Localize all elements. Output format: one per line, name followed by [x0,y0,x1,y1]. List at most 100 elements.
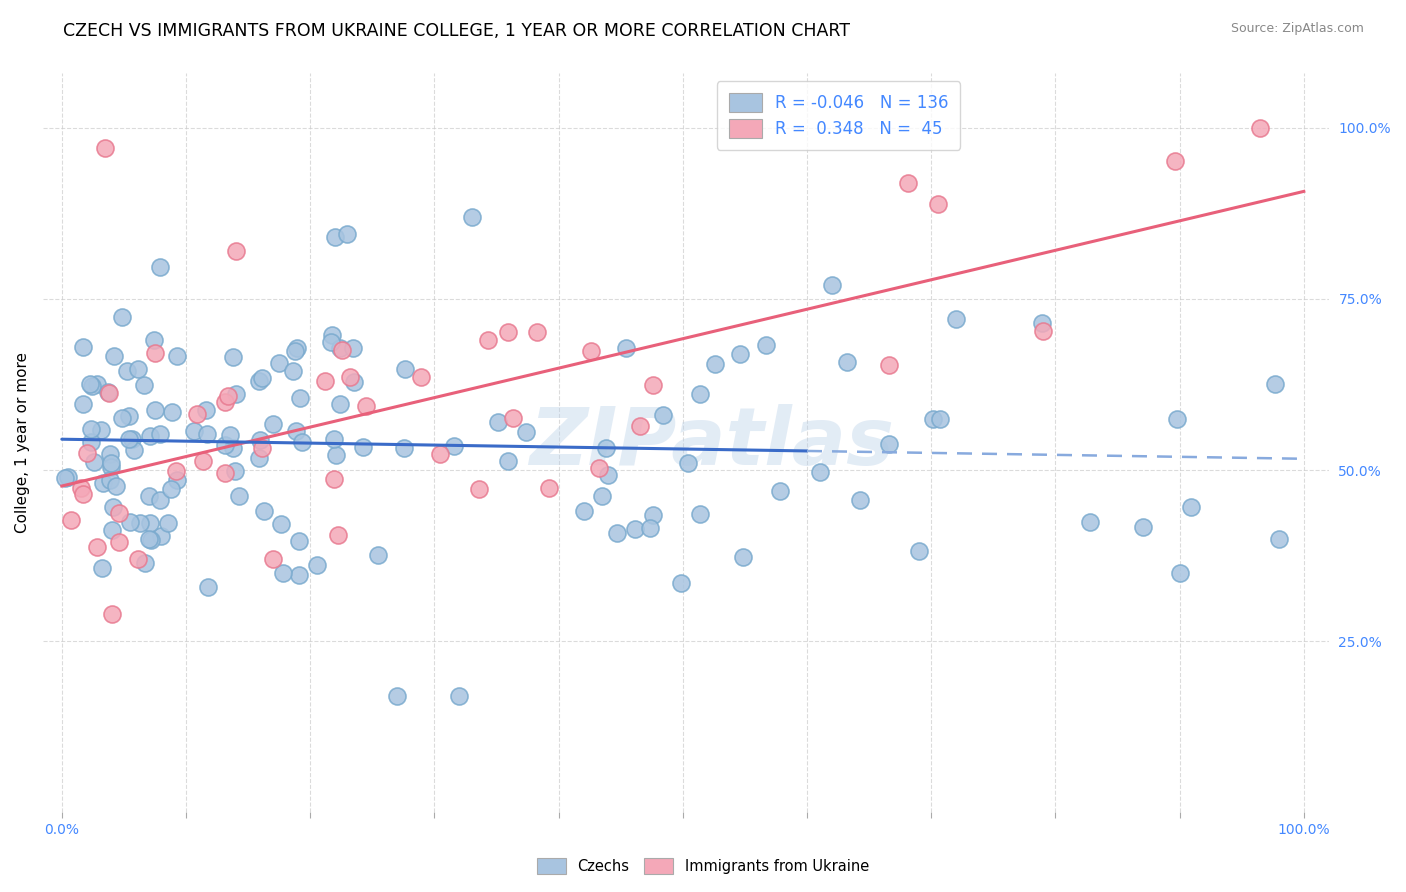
Point [352,440,374,454]
Point [80,422,103,436]
Point [945,312,967,326]
Legend: Czechs, Immigrants from Ukraine: Czechs, Immigrants from Ukraine [531,852,875,880]
Point [502,411,524,425]
Point [98,385,121,400]
Point [314,374,336,388]
Point [515,425,537,439]
Point [134,377,156,392]
Point [60,513,83,527]
Point [704,357,727,371]
Point [394,362,416,376]
Point [139,516,162,530]
Point [477,333,499,347]
Point [1078,515,1101,529]
Point [641,378,664,392]
Point [288,534,311,549]
Point [325,448,347,462]
Point [849,492,872,507]
Point [249,433,271,447]
Point [72,397,94,411]
Point [595,441,617,455]
Point [221,441,243,455]
Point [148,260,170,275]
Point [323,432,346,446]
Point [270,516,292,531]
Point [908,544,931,558]
Point [449,689,471,703]
Point [103,500,125,515]
Point [877,437,900,451]
Point [166,473,188,487]
Point [94,141,117,155]
Point [148,427,170,442]
Point [128,516,150,530]
Point [342,375,364,389]
Point [97,384,120,399]
Point [305,558,328,572]
Point [927,197,949,211]
Point [728,347,751,361]
Point [928,412,950,426]
Point [332,343,354,358]
Point [98,473,121,487]
Point [1268,532,1291,546]
Point [641,508,664,522]
Point [214,438,236,452]
Text: Source: ZipAtlas.com: Source: ZipAtlas.com [1230,22,1364,36]
Point [769,484,792,499]
Point [443,439,465,453]
Point [283,363,305,377]
Point [83,455,105,469]
Point [671,575,693,590]
Point [138,532,160,546]
Point [676,456,699,470]
Point [98,447,121,461]
Point [1031,316,1053,330]
Point [225,244,247,258]
Point [429,447,451,461]
Point [138,489,160,503]
Point [1164,153,1187,168]
Point [1132,520,1154,534]
Point [574,504,596,518]
Point [291,435,314,450]
Point [1249,120,1271,135]
Point [111,310,134,324]
Point [118,516,141,530]
Point [139,429,162,443]
Point [217,389,239,403]
Point [72,340,94,354]
Point [288,392,311,406]
Point [284,425,307,439]
Point [122,442,145,457]
Point [596,467,619,482]
Point [628,418,651,433]
Text: ZIPatlas: ZIPatlas [529,404,894,482]
Point [342,341,364,355]
Point [115,364,138,378]
Point [224,465,246,479]
Point [150,529,173,543]
Point [606,525,628,540]
Point [1168,566,1191,580]
Point [214,467,236,481]
Point [143,345,166,359]
Point [149,493,172,508]
Point [101,523,124,537]
Point [218,428,240,442]
Point [581,344,603,359]
Point [250,370,273,384]
Point [287,568,309,582]
Point [191,454,214,468]
Point [121,433,143,447]
Point [835,354,858,368]
Point [652,408,675,422]
Point [250,441,273,455]
Point [538,481,561,495]
Point [107,534,129,549]
Point [411,370,433,384]
Point [877,359,900,373]
Point [53,471,76,485]
Point [118,409,141,423]
Point [754,338,776,352]
